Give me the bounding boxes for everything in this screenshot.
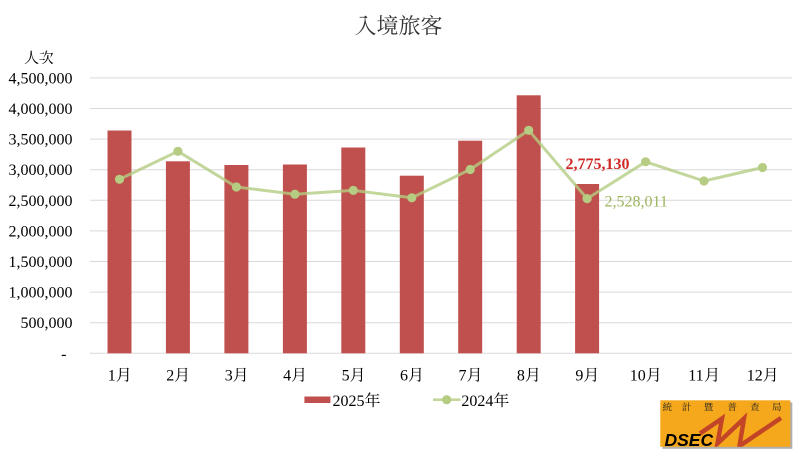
svg-text:6: 6 <box>400 368 408 385</box>
svg-text:12: 12 <box>747 368 763 385</box>
svg-text:2024: 2024 <box>461 393 493 410</box>
svg-text:9: 9 <box>575 368 583 385</box>
svg-text:11: 11 <box>688 368 703 385</box>
svg-text:3: 3 <box>225 368 233 385</box>
svg-text:1,000,000: 1,000,000 <box>9 285 73 302</box>
svg-text:2: 2 <box>166 368 174 385</box>
svg-text:8: 8 <box>517 368 525 385</box>
svg-text:2,000,000: 2,000,000 <box>9 223 73 240</box>
svg-text:4,500,000: 4,500,000 <box>9 70 73 87</box>
svg-text:3,500,000: 3,500,000 <box>9 132 73 149</box>
svg-text:7: 7 <box>459 368 467 385</box>
svg-text:2,528,011: 2,528,011 <box>605 194 668 211</box>
svg-text:1,500,000: 1,500,000 <box>9 254 73 271</box>
svg-text:2,775,130: 2,775,130 <box>566 156 630 173</box>
svg-text:4: 4 <box>283 368 291 385</box>
svg-text:DSEC: DSEC <box>665 430 714 450</box>
svg-text:2025: 2025 <box>333 393 365 410</box>
svg-text:4,000,000: 4,000,000 <box>9 101 73 118</box>
svg-text:2,500,000: 2,500,000 <box>9 193 73 210</box>
svg-text:5: 5 <box>342 368 350 385</box>
svg-text:1: 1 <box>108 368 116 385</box>
svg-text:-: - <box>61 346 66 363</box>
svg-text:500,000: 500,000 <box>21 315 73 332</box>
svg-text:3,000,000: 3,000,000 <box>9 162 73 179</box>
svg-text:10: 10 <box>630 368 646 385</box>
